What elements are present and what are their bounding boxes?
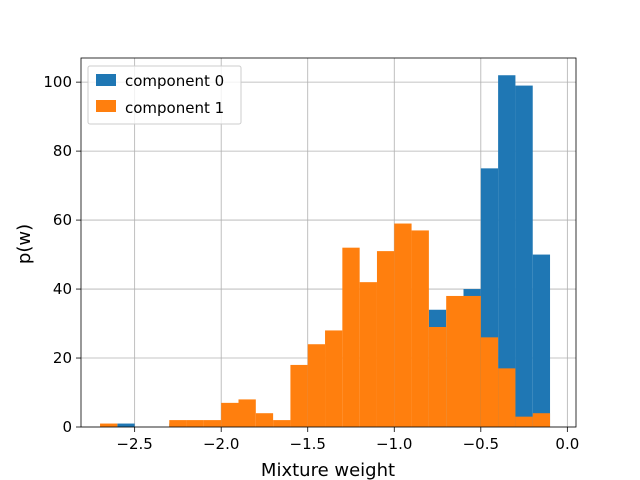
legend-swatch-component-0 <box>96 74 116 86</box>
histogram-bar-component-1 <box>394 223 412 427</box>
x-tick-label: −2.5 <box>116 435 152 453</box>
x-tick-label: 0.0 <box>555 435 579 453</box>
x-tick-label: −1.0 <box>376 435 412 453</box>
histogram-bar-component-1 <box>342 247 360 427</box>
histogram-bar-component-1 <box>255 413 274 427</box>
histogram-bar-component-1 <box>100 423 118 427</box>
histogram-bar-component-1 <box>532 413 551 427</box>
histogram-bar-component-1 <box>515 416 533 427</box>
legend-label-component-0: component 0 <box>125 72 224 90</box>
histogram-bar-component-0 <box>498 75 516 428</box>
histogram-bar-component-1 <box>411 230 429 427</box>
histogram-bar-component-1 <box>221 402 239 427</box>
histogram-bar-component-0 <box>532 254 551 427</box>
histogram-bar-component-0 <box>117 423 135 427</box>
histogram-bar-component-1 <box>186 420 204 427</box>
y-axis-label: p(w) <box>14 224 35 264</box>
histogram-bar-component-1 <box>446 295 464 427</box>
plot-frame <box>80 57 577 428</box>
histogram-bar-component-1 <box>463 295 481 427</box>
histogram-bar-component-1 <box>307 344 326 427</box>
axes <box>76 57 577 432</box>
x-tick-label: −2.0 <box>203 435 239 453</box>
histogram-bar-component-1 <box>428 326 447 427</box>
legend-label-component-1: component 1 <box>125 99 224 117</box>
x-tick-label: −1.5 <box>290 435 326 453</box>
y-tick-label: 0 <box>62 418 72 436</box>
legend-box <box>87 65 242 125</box>
histogram-bar-component-1 <box>273 420 291 427</box>
x-tick-label: −0.5 <box>463 435 499 453</box>
histogram-bar-component-0 <box>515 85 533 428</box>
legend-swatch-component-1 <box>96 100 116 112</box>
y-tick-label: 60 <box>53 211 72 229</box>
y-tick-label: 40 <box>53 280 72 298</box>
y-tick-label: 80 <box>53 142 72 160</box>
x-axis-label: Mixture weight <box>261 460 395 480</box>
histogram-bars <box>100 75 551 428</box>
histogram-bar-component-1 <box>376 251 395 427</box>
y-tick-label: 100 <box>43 73 72 91</box>
histogram-bar-component-1 <box>238 399 256 427</box>
histogram-bar-component-1 <box>203 420 222 427</box>
tick-labels: −2.5 −2.0 −1.5 −1.0 −0.5 0.0 0 20 40 60 80 100 <box>43 73 579 453</box>
histogram-bar-component-1 <box>480 337 499 427</box>
histogram-bar-component-1 <box>290 364 308 427</box>
y-tick-label: 20 <box>53 349 72 367</box>
legend: component 0 component 1 <box>87 65 242 125</box>
histogram-bar-component-1 <box>359 282 377 427</box>
histogram-bar-component-1 <box>498 368 516 427</box>
histogram-bar-component-1 <box>325 330 343 427</box>
histogram-bar-component-1 <box>169 420 187 427</box>
